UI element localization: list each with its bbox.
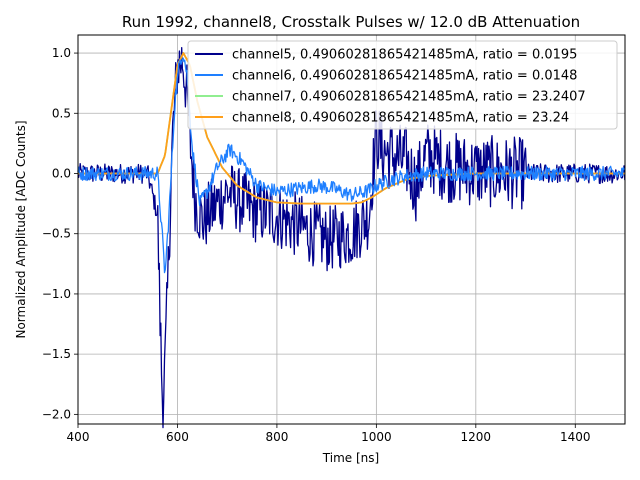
legend-entry: channel5, 0.49060281865421485mA, ratio =… xyxy=(232,48,577,63)
legend: channel5, 0.49060281865421485mA, ratio =… xyxy=(187,40,618,130)
series-line-1 xyxy=(77,47,626,429)
x-tick-label: 800 xyxy=(265,430,288,444)
legend-entry: channel6, 0.49060281865421485mA, ratio =… xyxy=(232,69,577,84)
x-tick-label: 400 xyxy=(67,430,90,444)
x-tick-label: 1000 xyxy=(361,430,392,444)
x-axis-label: Time [ns] xyxy=(322,451,379,465)
y-tick-label: −0.5 xyxy=(42,227,71,241)
series-group xyxy=(77,47,626,429)
y-tick-label: −1.0 xyxy=(42,287,71,301)
x-tick-label: 600 xyxy=(166,430,189,444)
y-tick-label: 0.5 xyxy=(52,106,71,120)
y-tick-label: −2.0 xyxy=(42,407,71,421)
y-tick-label: 0.0 xyxy=(52,166,71,180)
plot-frame xyxy=(77,34,626,425)
ticks: 400 600 800 1000 1200 1400 −2.0 −1.5 −1.0 −0.5 0.0… xyxy=(42,46,591,444)
y-tick-label: 1.0 xyxy=(52,46,71,60)
legend-box xyxy=(187,40,618,130)
chart-title: Run 1992, channel8, Crosstalk Pulses w/ … xyxy=(122,13,580,31)
x-tick-label: 1400 xyxy=(560,430,591,444)
series-line-2 xyxy=(77,57,625,274)
y-axis-label: Normalized Amplitude [ADC Counts] xyxy=(14,120,28,338)
y-tick-label: −1.5 xyxy=(42,347,71,361)
legend-entry: channel8, 0.49060281865421485mA, ratio =… xyxy=(232,111,569,126)
legend-entry: channel7, 0.49060281865421485mA, ratio =… xyxy=(232,90,586,105)
x-tick-label: 1200 xyxy=(461,430,492,444)
